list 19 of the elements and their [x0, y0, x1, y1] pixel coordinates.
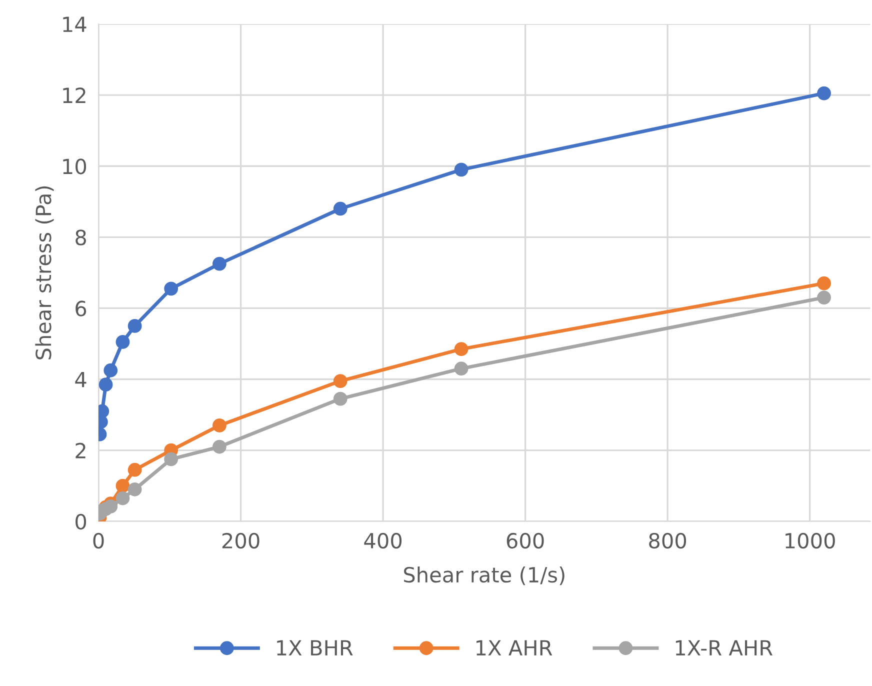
x-tick-label: 400	[364, 532, 402, 549]
y-axis-title: Shear stress (Pa)	[35, 186, 54, 360]
x-tick-label: 800	[649, 532, 686, 549]
legend-label: 1X AHR	[476, 640, 552, 656]
y-tick-label: 2	[76, 442, 86, 458]
legend-label: 1X BHR	[277, 640, 353, 656]
x-tick-label: 0	[93, 532, 104, 549]
y-tick-label: 8	[76, 230, 86, 246]
x-axis-title: Shear rate (1/s)	[404, 566, 564, 586]
x-tick-label: 200	[222, 532, 260, 549]
x-tick-label: 1000	[786, 532, 835, 549]
y-tick-label: 0	[76, 514, 86, 530]
y-tick-label: 14	[63, 16, 86, 32]
y-tick-label: 6	[76, 300, 86, 316]
y-tick-label: 12	[63, 88, 86, 103]
x-tick-label: 600	[506, 532, 544, 549]
y-tick-label: 10	[63, 158, 86, 174]
y-tick-label: 4	[75, 372, 86, 388]
legend-label: 1X-R AHR	[676, 640, 773, 656]
